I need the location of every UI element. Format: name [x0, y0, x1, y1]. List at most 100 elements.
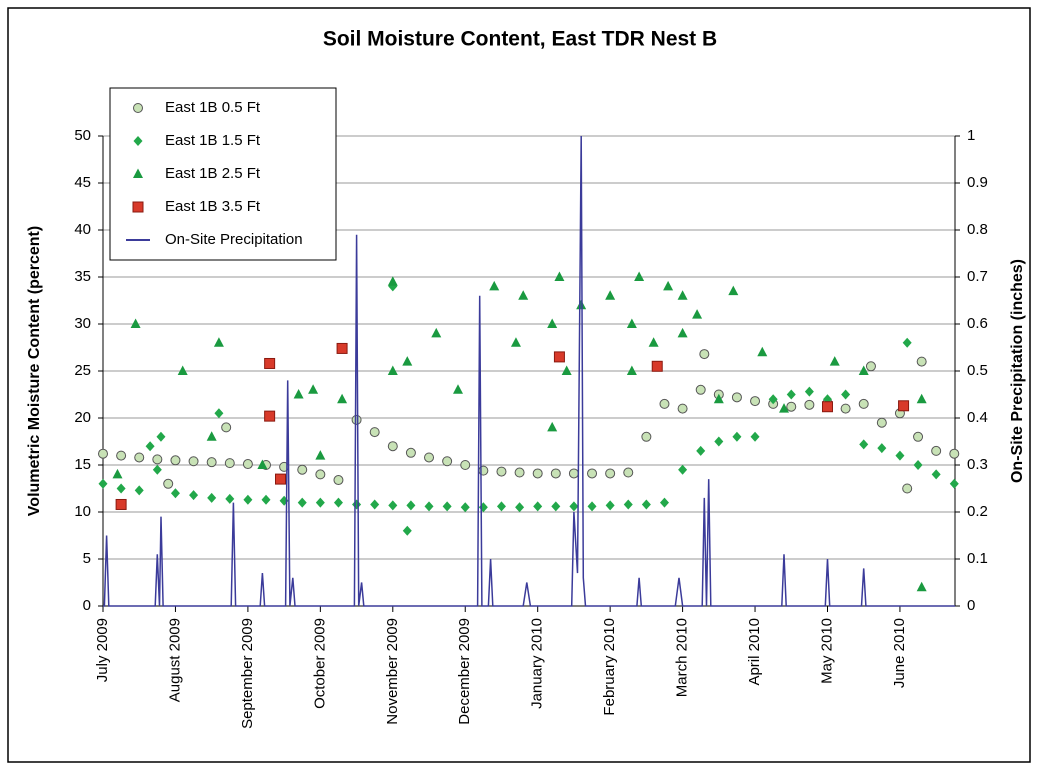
- point: [388, 500, 398, 511]
- point: [605, 500, 615, 511]
- point: [768, 394, 778, 405]
- point: [641, 431, 652, 442]
- point: [714, 436, 724, 447]
- y2-tick-label: 0.2: [967, 503, 988, 520]
- point: [387, 365, 398, 375]
- x-tick-label: June 2010: [891, 618, 908, 688]
- point: [206, 431, 217, 441]
- point: [663, 280, 674, 291]
- x-tick-label: February 2010: [601, 618, 618, 716]
- legend-box: [109, 87, 337, 261]
- point: [804, 399, 815, 410]
- point: [275, 473, 286, 485]
- point: [130, 318, 141, 328]
- point: [677, 327, 688, 338]
- y-tick-label: 50: [74, 127, 91, 144]
- y-tick-label: 15: [74, 456, 91, 473]
- x-tick-label: November 2009: [384, 618, 401, 725]
- legend: East 1B 0.5 Ft East 1B 1.5 Ft East 1B 2.5 …: [109, 87, 337, 261]
- point: [188, 456, 199, 467]
- point: [626, 365, 637, 375]
- legend-label: East 1B 2.5 Ft: [165, 165, 261, 182]
- point: [308, 384, 319, 394]
- y2-axis-label: On-Site Precipitation (inches): [1009, 259, 1026, 483]
- point: [98, 478, 108, 489]
- point: [605, 290, 616, 300]
- point: [913, 431, 924, 442]
- series: [98, 281, 959, 536]
- point: [489, 280, 500, 291]
- point: [568, 468, 579, 479]
- point: [623, 467, 634, 478]
- legend-swatch: [132, 201, 144, 213]
- point: [634, 271, 645, 281]
- y-tick-label: 5: [83, 550, 91, 567]
- point: [496, 501, 506, 512]
- point: [916, 393, 927, 404]
- point: [913, 460, 923, 470]
- y2-tick-label: 0.4: [967, 409, 988, 426]
- x-tick-label: April 2010: [746, 618, 763, 686]
- point: [370, 499, 380, 510]
- point: [206, 457, 217, 468]
- point: [916, 356, 927, 367]
- x-tick-label: August 2009: [166, 618, 183, 702]
- point: [651, 360, 663, 372]
- point: [949, 478, 959, 489]
- point: [821, 401, 833, 413]
- y2-tick-label: 1: [967, 127, 975, 144]
- y-tick-label: 0: [83, 597, 91, 614]
- point: [315, 497, 325, 508]
- point: [442, 456, 453, 467]
- point: [757, 346, 768, 357]
- point: [156, 431, 166, 442]
- point: [518, 290, 529, 300]
- x-tick-label: July 2009: [94, 618, 111, 682]
- point: [877, 443, 887, 454]
- point: [829, 356, 840, 366]
- point: [134, 485, 144, 496]
- y-tick-label: 45: [74, 174, 91, 191]
- point: [242, 459, 253, 470]
- point: [779, 403, 790, 413]
- point: [731, 392, 742, 403]
- point: [750, 431, 760, 442]
- y-tick-label: 40: [74, 221, 91, 238]
- legend-label: East 1B 0.5 Ft: [165, 99, 261, 116]
- point: [677, 290, 688, 300]
- point: [532, 468, 543, 479]
- point: [431, 327, 442, 338]
- point: [134, 452, 145, 463]
- y2-tick-label: 0.9: [967, 174, 988, 191]
- point: [605, 468, 616, 479]
- y2-tick-label: 0.5: [967, 362, 988, 379]
- point: [387, 441, 398, 452]
- point: [369, 427, 380, 438]
- legend-label: East 1B 3.5 Ft: [165, 198, 261, 215]
- y-tick-label: 25: [74, 362, 91, 379]
- y2-tick-label: 0.1: [967, 550, 988, 567]
- point: [225, 493, 235, 504]
- point: [902, 483, 913, 494]
- y2-tick-label: 0.7: [967, 268, 988, 285]
- point: [931, 445, 942, 456]
- point: [550, 468, 561, 479]
- series: [115, 342, 910, 510]
- chart-title: Soil Moisture Content, East TDR Nest B: [323, 28, 717, 51]
- point: [460, 502, 470, 513]
- point: [315, 469, 326, 480]
- point: [453, 384, 463, 394]
- y2-tick-label: 0.8: [967, 221, 988, 238]
- point: [728, 285, 739, 296]
- point: [98, 448, 108, 459]
- point: [696, 445, 706, 456]
- x-tick-label: January 2010: [529, 618, 546, 709]
- point: [214, 408, 224, 419]
- point: [678, 464, 688, 475]
- point: [587, 501, 597, 512]
- point: [163, 478, 174, 489]
- point: [587, 468, 598, 479]
- point: [170, 488, 180, 499]
- point: [648, 337, 659, 347]
